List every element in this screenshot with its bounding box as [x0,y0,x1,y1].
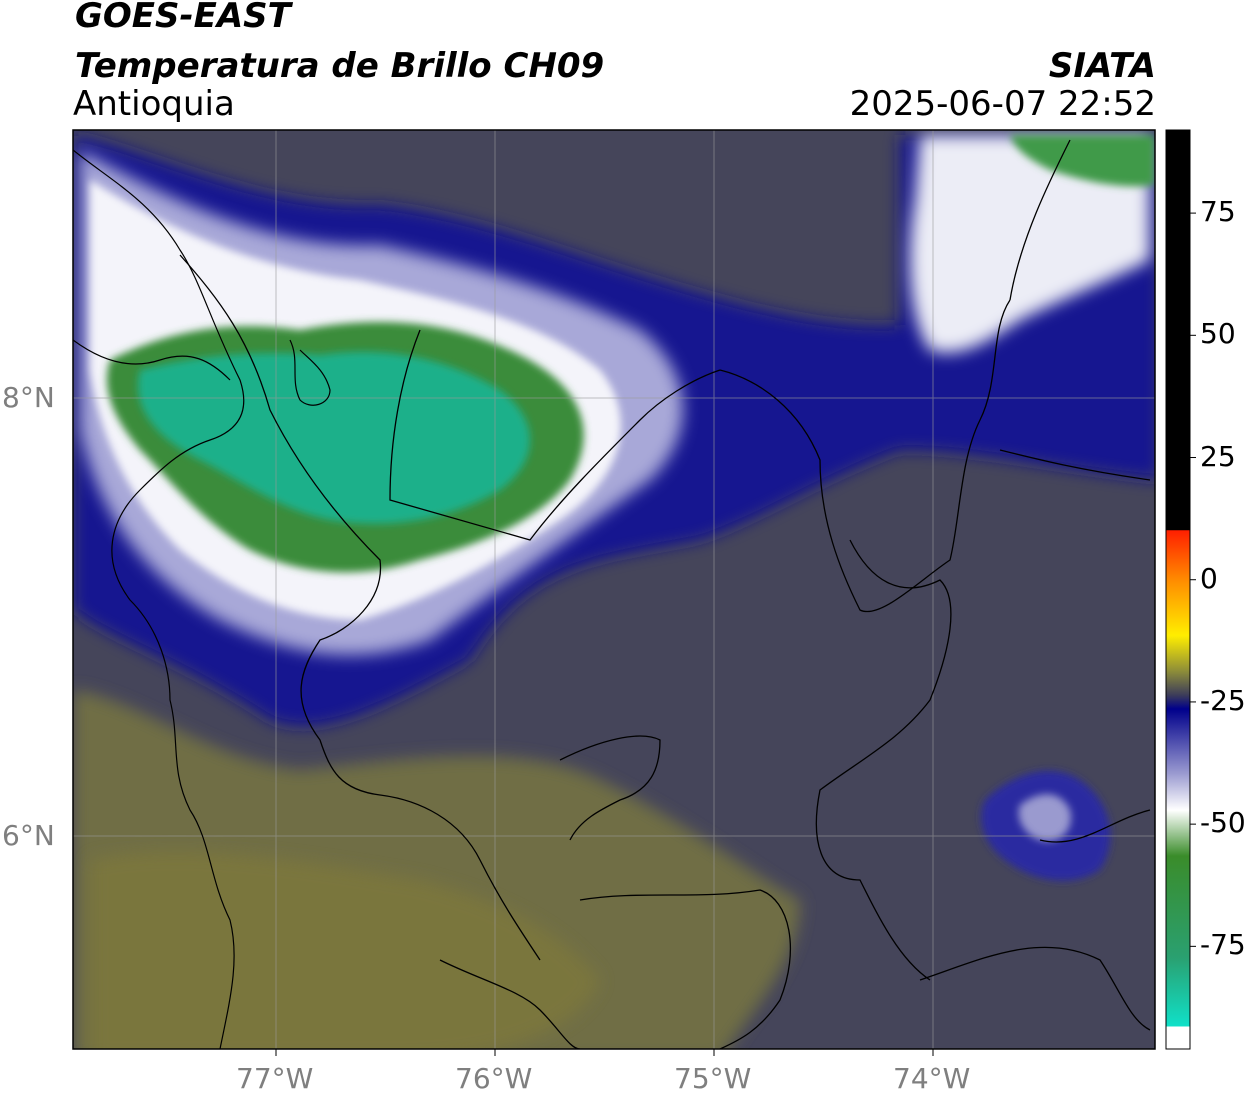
product-title: Temperatura de Brillo CH09 [75,46,605,86]
cloud-northeast-white [910,135,1150,353]
datetime-label: 2025-06-07 22:52 [849,84,1156,124]
colorbar [1165,129,1191,1050]
lat-label-6n: 6°N [2,819,55,852]
lon-label-77w: 77°W [236,1062,314,1095]
warm-olive-core [90,851,600,1049]
coastline [73,149,331,1049]
agency-label: SIATA [1048,46,1156,86]
lon-label-76w: 76°W [455,1062,533,1095]
lon-label-75w: 75°W [674,1062,752,1095]
colorbar-tick-label: -50 [1200,806,1246,840]
colorbar-tick-label: 50 [1200,317,1236,351]
cloud-southeast-lavender [1018,794,1071,841]
colorbar-tick-label: 0 [1200,561,1218,595]
lon-ticks [275,1049,934,1056]
colorbar-tick-label: 75 [1200,195,1236,229]
satellite-title: GOES-EAST [75,0,291,36]
lat-label-8n: 8°N [2,381,55,414]
colorbar-tick-label: -75 [1200,928,1246,962]
gridlines [73,130,1155,1049]
colorbar-tick-label: 25 [1200,439,1236,473]
cloud-northeast-green [1010,135,1155,187]
region-subtitle: Antioquia [73,84,235,124]
map-frame [72,129,1156,1050]
colorbar-tick-label: -25 [1200,683,1246,717]
map-field [73,130,1155,1049]
coldest-cloud-top-teal [138,351,531,524]
administrative-borders [179,139,1151,1049]
lon-label-74w: 74°W [893,1062,971,1095]
